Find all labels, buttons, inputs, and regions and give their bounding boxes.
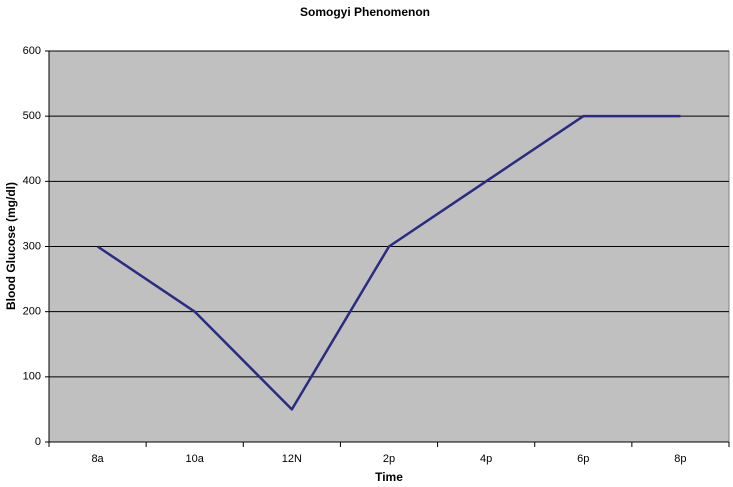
y-tick-label: 600 [23,45,41,57]
y-tick-label: 300 [23,240,41,252]
x-tick-label: 12N [282,453,302,465]
y-tick-label: 500 [23,110,41,122]
x-tick-label: 8a [91,453,104,465]
data-line [96,114,681,411]
x-tick-label: 8p [674,453,686,465]
x-tick-label: 4p [480,453,492,465]
y-tick-label: 200 [23,306,41,318]
y-tick-label: 400 [23,175,41,187]
x-tick-label: 10a [186,453,205,465]
x-axis-label: Time [375,470,403,484]
x-tick-label: 2p [383,453,395,465]
x-tick-label: 6p [577,453,589,465]
y-axis-label: Blood Glucose (mg/dl) [4,182,18,310]
chart-title: Somogyi Phenomenon [300,5,430,19]
y-tick-label: 100 [23,371,41,383]
y-tick-label: 0 [35,436,41,448]
